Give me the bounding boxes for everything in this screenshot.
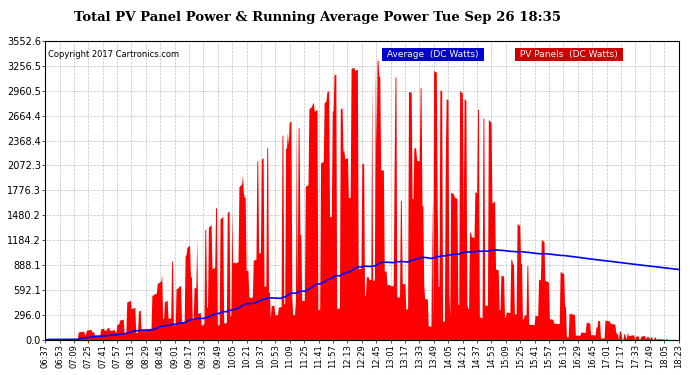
Text: Total PV Panel Power & Running Average Power Tue Sep 26 18:35: Total PV Panel Power & Running Average P… xyxy=(74,11,561,24)
Text: Average  (DC Watts): Average (DC Watts) xyxy=(384,50,482,59)
Text: PV Panels  (DC Watts): PV Panels (DC Watts) xyxy=(517,50,620,59)
Text: Copyright 2017 Cartronics.com: Copyright 2017 Cartronics.com xyxy=(48,50,179,59)
